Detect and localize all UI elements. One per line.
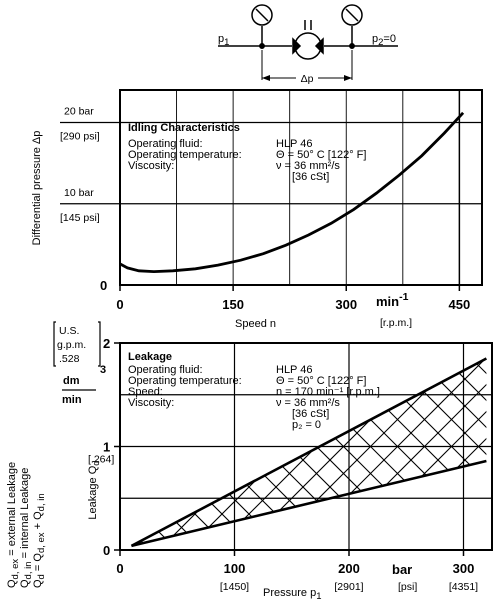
leakage-chart: 0 1[.264] 2 0 100 [1450] 200 [2901] 300 [4351] L… (6, 321, 493, 601)
p2-label: p2=0 (372, 33, 396, 48)
leakage-info-value: HLP 46 (276, 364, 313, 376)
leakage-info-label: Operating temperature: (128, 375, 242, 387)
circuit-diagram (218, 4, 398, 81)
svg-text:U.S.: U.S. (59, 325, 79, 337)
leakage-info-value: [36 cSt] (292, 408, 329, 420)
idling-info-value: ν = 36 mm²/s (276, 160, 340, 172)
idling-info-box: Operating fluid: HLP 46 Operating temperat… (128, 138, 366, 183)
leakage-info-value: Θ = 50° C [122° F] (276, 375, 366, 387)
idling-chart: 0 10 bar [145 psi] 20 bar [290 psi] 0 150 300 4… (31, 89, 483, 330)
idling-info-label: Operating temperature: (128, 149, 242, 161)
leakage-x-tick-alt-label: [2901] (334, 581, 363, 593)
idling-curve (119, 111, 465, 274)
leakage-y-axis-label: Leakage Qd (87, 460, 102, 519)
idling-info-label: Operating fluid: (128, 138, 203, 150)
leakage-y-tick-label: 2 (103, 336, 110, 351)
idling-x-unit: min-1 (376, 291, 409, 309)
idling-title: Idling Characteristics (128, 122, 240, 134)
idling-x-axis-label: Speed n (235, 318, 276, 330)
leakage-info-label: Speed: (128, 386, 163, 398)
idling-info-label: Viscosity: (128, 160, 174, 172)
idling-info-value: Θ = 50° C [122° F] (276, 149, 366, 161)
leakage-legend-entry: Qd = Qd, ex + Qd, in (32, 493, 47, 588)
idling-info-value: HLP 46 (276, 138, 313, 150)
idling-info-value: [36 cSt] (292, 171, 329, 183)
leakage-y-unit-bottom: min (62, 394, 82, 406)
leakage-info-label: Viscosity: (128, 397, 174, 409)
idling-x-tick-label: 150 (222, 297, 244, 312)
motor-arrows-icon (292, 37, 324, 55)
idling-grid (176, 90, 461, 285)
idling-y-tick-alt-label: [145 psi] (60, 212, 100, 224)
y-alt-unit-bracket (53, 321, 101, 367)
idling-x-tick-label: 0 (116, 297, 123, 312)
p1-label: p1 (218, 33, 229, 48)
leakage-x-tick-label: 0 (116, 561, 123, 576)
leakage-y-tick-label: 0 (103, 543, 110, 558)
leakage-y-tick-label: 1 (103, 440, 110, 455)
leakage-info-value: ν = 36 mm²/s (276, 397, 340, 409)
idling-x-tick-label: 450 (449, 297, 471, 312)
idling-plot-frame (119, 89, 483, 286)
leakage-x-unit-alt: [psi] (398, 581, 417, 593)
dp-label: Δp (301, 73, 314, 85)
idling-x-tick-label: 300 (335, 297, 357, 312)
idling-x-unit-alt: [r.p.m.] (380, 317, 412, 329)
leakage-info-value: p₂ = 0 (292, 419, 321, 431)
leakage-y-tick-alt-label: [.264] (88, 454, 114, 466)
leakage-y-unit-top: dm (63, 375, 80, 387)
idling-y-axis-label: Differential pressure Δp (31, 131, 43, 246)
leakage-info-value: n = 170 min⁻¹ [r.p.m.] (276, 386, 380, 398)
leakage-upper-line (130, 357, 488, 548)
svg-text:g.p.m.: g.p.m. (57, 339, 86, 351)
leakage-x-tick-label: 200 (338, 561, 360, 576)
idling-y-tick-alt-label: [290 psi] (60, 131, 100, 143)
leakage-x-axis-label: Pressure p1 (263, 587, 322, 601)
leakage-title: Leakage (128, 351, 172, 363)
idling-y-tick-label: 20 bar (64, 106, 94, 118)
svg-text:.528: .528 (59, 353, 80, 365)
idling-y-tick-label: 10 bar (64, 187, 94, 199)
leakage-x-tick-alt-label: [4351] (449, 581, 478, 593)
svg-text:3: 3 (100, 364, 106, 376)
leakage-x-tick-label: 100 (224, 561, 246, 576)
leakage-legend-entry: Qd, ex = external Leakage (6, 462, 21, 588)
leakage-legend-entry: Qd, in = internal Leakage (19, 468, 34, 588)
leakage-x-tick-label: 300 (453, 561, 475, 576)
idling-y-tick-label: 0 (100, 278, 107, 293)
leakage-lower-line (131, 459, 487, 548)
leakage-info-label: Operating fluid: (128, 364, 203, 376)
leakage-x-tick-alt-label: [1450] (220, 581, 249, 593)
leakage-x-unit: bar (392, 562, 412, 577)
leakage-info-box: Operating fluid: HLP 46 Operating temperat… (128, 364, 380, 431)
